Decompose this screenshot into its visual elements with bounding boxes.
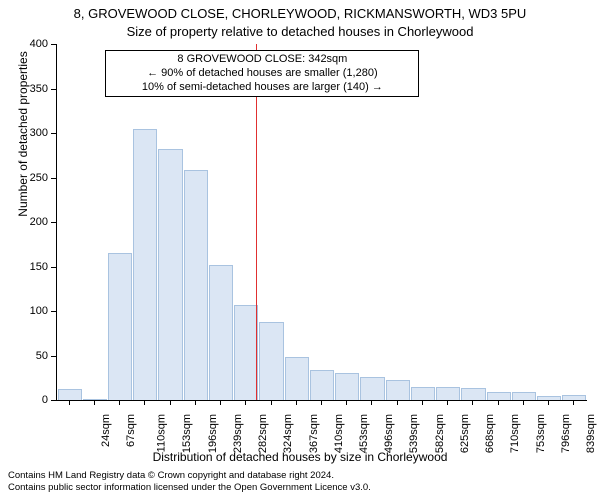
attribution-line: Contains public sector information licen… [8, 482, 371, 494]
x-tick-label: 710sqm [510, 414, 522, 453]
y-tick [51, 400, 56, 401]
x-tick [472, 400, 473, 405]
chart-title: Size of property relative to detached ho… [0, 24, 600, 39]
histogram-bar [259, 322, 283, 400]
y-tick-label: 50 [0, 350, 48, 362]
x-tick-label: 67sqm [125, 414, 137, 447]
x-tick [397, 400, 398, 405]
histogram-bar [436, 387, 460, 400]
x-tick [69, 400, 70, 405]
x-tick-label: 24sqm [100, 414, 112, 447]
histogram-bar [133, 129, 157, 400]
histogram-bar [209, 265, 233, 400]
x-tick [523, 400, 524, 405]
x-tick [144, 400, 145, 405]
x-tick-label: 453sqm [358, 414, 370, 453]
x-tick-label: 625sqm [459, 414, 471, 453]
histogram-bar [411, 387, 435, 400]
annotation-line: 10% of semi-detached houses are larger (… [112, 81, 412, 95]
y-tick-label: 350 [0, 83, 48, 95]
x-tick [548, 400, 549, 405]
x-tick [371, 400, 372, 405]
x-tick-label: 539sqm [409, 414, 421, 453]
x-tick [220, 400, 221, 405]
histogram-bar [512, 392, 536, 400]
histogram-bar [108, 253, 132, 400]
y-tick-label: 250 [0, 172, 48, 184]
histogram-bar [310, 370, 334, 400]
y-tick-label: 150 [0, 261, 48, 273]
x-tick [195, 400, 196, 405]
x-tick-label: 839sqm [585, 414, 597, 453]
x-tick-label: 668sqm [484, 414, 496, 453]
y-tick [51, 356, 56, 357]
y-tick [51, 44, 56, 45]
x-tick-label: 196sqm [207, 414, 219, 453]
histogram-bar [386, 380, 410, 400]
x-tick-label: 239sqm [232, 414, 244, 453]
x-tick [573, 400, 574, 405]
histogram-bar [234, 305, 258, 400]
y-tick [51, 311, 56, 312]
attribution-text: Contains HM Land Registry data © Crown c… [8, 470, 371, 494]
histogram-bar [335, 373, 359, 400]
x-tick-label: 496sqm [383, 414, 395, 453]
x-tick [94, 400, 95, 405]
histogram-bar [285, 357, 309, 400]
x-tick [498, 400, 499, 405]
x-tick-label: 282sqm [257, 414, 269, 453]
y-tick [51, 222, 56, 223]
x-tick [271, 400, 272, 405]
x-tick-label: 367sqm [308, 414, 320, 453]
x-tick-label: 110sqm [155, 414, 167, 452]
histogram-bar [487, 392, 511, 400]
y-tick-label: 0 [0, 394, 48, 406]
x-tick-label: 410sqm [333, 414, 345, 453]
histogram-bar [461, 388, 485, 400]
annotation-line: ← 90% of detached houses are smaller (1,… [112, 67, 412, 81]
histogram-bar [58, 389, 82, 400]
x-tick [422, 400, 423, 405]
y-tick-label: 200 [0, 216, 48, 228]
figure: 8, GROVEWOOD CLOSE, CHORLEYWOOD, RICKMAN… [0, 0, 600, 500]
x-tick [245, 400, 246, 405]
x-tick [170, 400, 171, 405]
y-tick-label: 100 [0, 305, 48, 317]
x-tick-label: 153sqm [181, 414, 193, 453]
x-tick [346, 400, 347, 405]
x-tick-label: 324sqm [282, 414, 294, 453]
y-tick [51, 89, 56, 90]
annotation-line: 8 GROVEWOOD CLOSE: 342sqm [112, 53, 412, 67]
x-tick-label: 582sqm [434, 414, 446, 453]
y-tick-label: 300 [0, 127, 48, 139]
attribution-line: Contains HM Land Registry data © Crown c… [8, 470, 371, 482]
histogram-bar [184, 170, 208, 400]
x-tick-label: 796sqm [560, 414, 572, 453]
y-tick [51, 133, 56, 134]
plot-area [56, 44, 587, 401]
x-tick [119, 400, 120, 405]
y-tick-label: 400 [0, 38, 48, 50]
x-tick [296, 400, 297, 405]
y-tick [51, 178, 56, 179]
annotation-box: 8 GROVEWOOD CLOSE: 342sqm← 90% of detach… [105, 50, 419, 97]
x-tick [447, 400, 448, 405]
histogram-bar [360, 377, 384, 400]
histogram-bar [83, 399, 107, 400]
x-tick-label: 753sqm [535, 414, 547, 453]
chart-supertitle: 8, GROVEWOOD CLOSE, CHORLEYWOOD, RICKMAN… [0, 6, 600, 21]
x-tick [321, 400, 322, 405]
y-tick [51, 267, 56, 268]
histogram-bar [158, 149, 182, 400]
reference-line [256, 44, 257, 400]
